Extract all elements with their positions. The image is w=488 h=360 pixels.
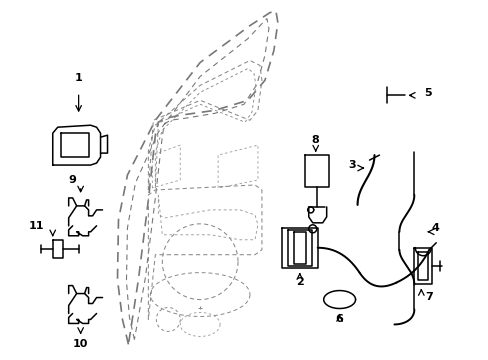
Text: 9: 9	[69, 175, 77, 185]
Text: 7: 7	[425, 292, 432, 302]
Text: 10: 10	[73, 339, 88, 349]
Text: 1: 1	[75, 73, 82, 84]
Text: 6: 6	[335, 314, 343, 324]
Text: 2: 2	[295, 276, 303, 287]
Text: 11: 11	[29, 221, 44, 231]
Text: 8: 8	[311, 135, 319, 145]
Text: 4: 4	[430, 223, 438, 233]
Text: 5: 5	[424, 88, 431, 98]
Text: 3: 3	[347, 160, 355, 170]
